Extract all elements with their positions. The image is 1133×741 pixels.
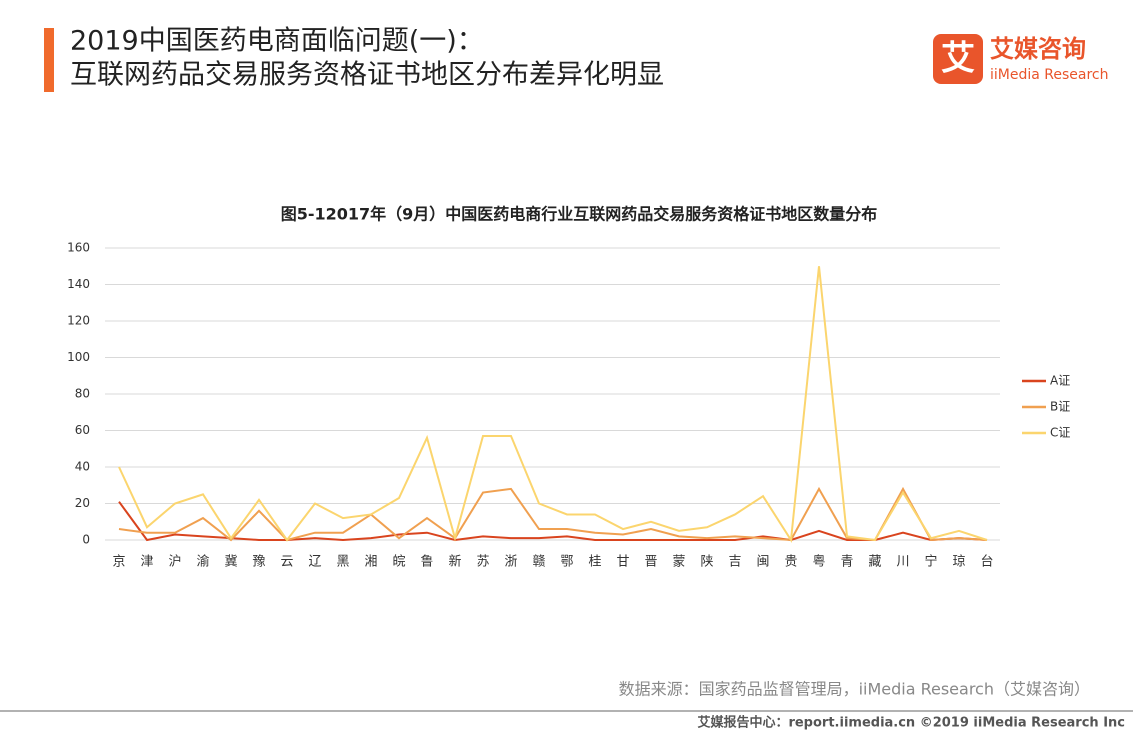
x-tick-label: 新	[448, 554, 461, 570]
x-tick-label: 辽	[308, 555, 321, 570]
x-tick-label: 苏	[476, 554, 489, 570]
source: 数据来源：国家药品监督管理局，iiMedia Research（艾媒咨询）	[619, 680, 1090, 699]
title-bar	[44, 28, 54, 92]
y-tick-label: 100	[67, 350, 90, 364]
x-tick-label: 贵	[784, 555, 797, 570]
x-tick-label: 沪	[168, 554, 181, 570]
series-line	[118, 501, 988, 542]
y-tick-label: 120	[67, 314, 90, 328]
page-subtitle: 互联网药品交易服务资格证书地区分布差异化明显	[70, 60, 664, 91]
page-title: 2019中国医药电商面临问题(一)：	[70, 26, 484, 57]
x-tick-label: 京	[112, 555, 125, 570]
y-tick-label: 60	[75, 423, 90, 437]
x-tick-label: 青	[840, 555, 853, 570]
logo-name: 艾媒咨询	[990, 35, 1086, 63]
x-tick-label: 津	[140, 555, 153, 570]
x-tick-label: 渝	[196, 554, 209, 570]
y-tick-label: 40	[75, 460, 90, 474]
y-tick-label: 0	[82, 533, 90, 547]
series-line	[118, 266, 988, 543]
x-tick-label: 豫	[252, 555, 265, 570]
x-tick-label: 蒙	[672, 555, 685, 570]
x-tick-label: 皖	[392, 555, 405, 570]
x-tick-label: 云	[280, 555, 293, 570]
x-tick-label: 吉	[728, 555, 741, 570]
x-tick-label: 浙	[504, 555, 517, 570]
x-tick-label: 川	[896, 555, 909, 570]
x-tick-label: 琼	[952, 555, 965, 570]
y-tick-label: 140	[67, 277, 90, 291]
x-tick-label: 湘	[364, 555, 377, 570]
y-tick-label: 160	[67, 241, 90, 255]
x-tick-label: 赣	[532, 555, 545, 570]
legend-label: C证	[1050, 426, 1070, 440]
chart-title: 图5-12017年（9月）中国医药电商行业互联网药品交易服务资格证书地区数量分布	[281, 205, 878, 224]
copyright: 艾媒报告中心：report.iimedia.cn ©2019 iiMedia R…	[697, 715, 1125, 731]
logo-sub: iiMedia Research	[990, 67, 1109, 83]
x-tick-label: 粤	[812, 554, 825, 570]
y-tick-label: 80	[75, 387, 90, 401]
y-tick-label: 20	[75, 496, 90, 510]
x-tick-label: 台	[980, 555, 993, 570]
x-tick-label: 藏	[868, 555, 881, 570]
series-line	[118, 486, 988, 542]
x-tick-label: 陕	[700, 555, 713, 570]
x-tick-label: 桂	[588, 555, 601, 570]
x-tick-label: 鲁	[420, 555, 433, 570]
x-tick-label: 晋	[644, 555, 657, 570]
x-tick-label: 冀	[224, 554, 237, 570]
x-tick-label: 鄂	[560, 555, 573, 570]
x-tick-label: 黑	[336, 555, 349, 570]
logo-icon: 艾	[941, 39, 975, 79]
x-tick-label: 宁	[924, 554, 937, 570]
legend-label: B证	[1050, 400, 1070, 414]
x-tick-label: 闽	[756, 555, 769, 570]
legend-label: A证	[1050, 374, 1070, 388]
logo-icon-bg	[933, 34, 983, 84]
x-tick-label: 甘	[616, 555, 629, 570]
